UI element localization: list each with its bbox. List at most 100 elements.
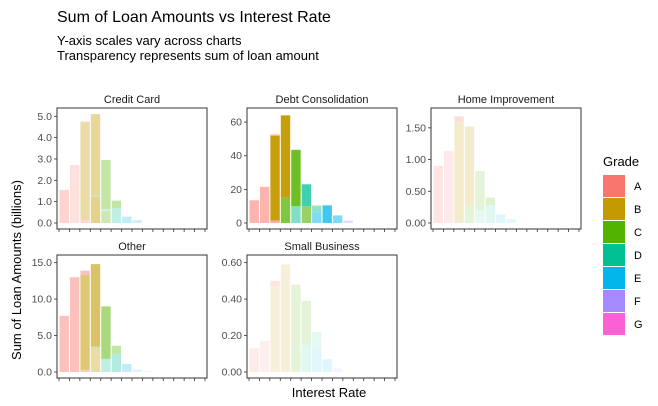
- bar-segment: [142, 371, 153, 372]
- bar-segment: [270, 133, 280, 136]
- y-tick-label: 0.40: [222, 294, 243, 306]
- bar-segment: [312, 212, 322, 223]
- bar-segment: [249, 348, 259, 372]
- bar-segment: [475, 170, 485, 211]
- bar-segment: [443, 150, 454, 223]
- bar-segment: [59, 189, 69, 223]
- bar-segment: [464, 205, 475, 223]
- bar-segment: [111, 208, 122, 223]
- bar-segment: [301, 344, 312, 372]
- bar-segment: [312, 331, 322, 351]
- facet-panel: Small Business 0.00 0.20 0.40 0.60: [222, 241, 398, 381]
- bar-segment: [291, 284, 301, 372]
- facet-title: Home Improvement: [458, 94, 555, 106]
- x-axis-label: Interest Rate: [292, 385, 366, 400]
- y-tick-label: 0.00: [406, 218, 427, 230]
- panel-border: [56, 254, 208, 379]
- bar-segment: [80, 369, 90, 372]
- bar-segment: [270, 135, 280, 221]
- panel-border: [246, 107, 398, 230]
- facet-title: Debt Consolidation: [276, 94, 369, 106]
- bar-segment: [332, 368, 343, 372]
- bar-segment: [101, 209, 111, 212]
- legend-swatch: [603, 175, 625, 197]
- y-tick-label: 60: [230, 117, 242, 129]
- legend-swatch: [603, 267, 625, 289]
- bar-segment: [312, 205, 322, 207]
- bar-segment: [90, 264, 101, 347]
- bar-segment: [132, 220, 142, 223]
- y-axis-label: Sum of Loan Amounts (billions): [9, 180, 24, 360]
- bar-segment: [332, 215, 343, 223]
- facet-panels: Credit Card 0.0 1.0 2.0 3.0 4.0 5.0 Debt Consol…: [32, 94, 582, 381]
- bar-segment: [69, 164, 80, 223]
- y-tick-label: 0.00: [222, 367, 243, 379]
- facet-title: Small Business: [284, 241, 360, 253]
- legend-swatch: [603, 221, 625, 243]
- legend-label: F: [634, 296, 641, 308]
- y-tick-label: 15.0: [32, 257, 53, 269]
- bar-segment: [270, 286, 280, 372]
- bar-segment: [80, 219, 90, 223]
- bar-segment: [322, 359, 332, 372]
- legend-label: G: [634, 319, 643, 331]
- y-tick-label: 0.20: [222, 330, 243, 342]
- bar-segment: [249, 200, 259, 223]
- legend-swatch: [603, 290, 625, 312]
- bar-segment: [259, 341, 270, 372]
- bar-segment: [433, 165, 443, 223]
- bar-segment: [312, 350, 322, 372]
- bar-segment: [291, 149, 301, 207]
- bar-segment: [59, 315, 69, 372]
- bar-segment: [80, 121, 90, 123]
- y-tick-label: 1.00: [406, 154, 427, 166]
- legend-swatch: [603, 198, 625, 220]
- y-tick-label: 0: [236, 218, 242, 230]
- facet-title: Credit Card: [104, 94, 160, 106]
- y-tick-label: 3.0: [37, 153, 52, 165]
- bar-segment: [485, 205, 496, 223]
- bar-segment: [343, 220, 353, 223]
- bar-segment: [101, 211, 111, 223]
- bar-segment: [454, 116, 464, 122]
- bar-segment: [132, 369, 142, 372]
- legend-label: D: [634, 250, 642, 262]
- bar-segment: [90, 346, 101, 348]
- bar-segment: [280, 264, 291, 372]
- legend-label: C: [634, 227, 642, 239]
- bar-segment: [301, 206, 312, 223]
- y-tick-label: 4.0: [37, 132, 52, 144]
- chart-subtitle-line-2: Transparency represents sum of loan amou…: [57, 48, 319, 63]
- bar-segment: [80, 122, 90, 220]
- y-tick-label: 10.0: [32, 294, 53, 306]
- bar-segment: [111, 345, 122, 354]
- bar-segment: [301, 300, 312, 345]
- bar-segment: [454, 121, 464, 223]
- y-tick-label: 40: [230, 150, 242, 162]
- y-tick-label: 5.0: [37, 111, 52, 123]
- legend-title: Grade: [603, 154, 639, 169]
- legend-label: E: [634, 273, 641, 285]
- y-tick-label: 0.0: [37, 218, 52, 230]
- bar-segment: [506, 219, 516, 223]
- chart-title: Sum of Loan Amounts vs Interest Rate: [57, 9, 331, 26]
- legend-label: A: [634, 181, 642, 193]
- panel-border: [430, 107, 582, 230]
- bar-segment: [80, 275, 90, 370]
- legend-label: B: [634, 204, 641, 216]
- facet-panel: Credit Card 0.0 1.0 2.0 3.0 4.0 5.0: [37, 94, 208, 232]
- y-tick-label: 5.0: [37, 330, 52, 342]
- bar-segment: [322, 205, 332, 223]
- y-tick-label: 1.50: [406, 122, 427, 134]
- y-tick-label: 0.60: [222, 257, 243, 269]
- bar-segment: [111, 353, 122, 372]
- bar-segment: [475, 210, 485, 223]
- bar-segment: [80, 270, 90, 276]
- panel-border: [246, 254, 398, 379]
- y-tick-label: 0.50: [406, 186, 427, 198]
- y-tick-label: 20: [230, 184, 242, 196]
- bar-segment: [464, 126, 475, 206]
- facet-title: Other: [118, 241, 146, 253]
- facet-panel: Home Improvement 0.00 0.50 1.00 1.50: [406, 94, 582, 232]
